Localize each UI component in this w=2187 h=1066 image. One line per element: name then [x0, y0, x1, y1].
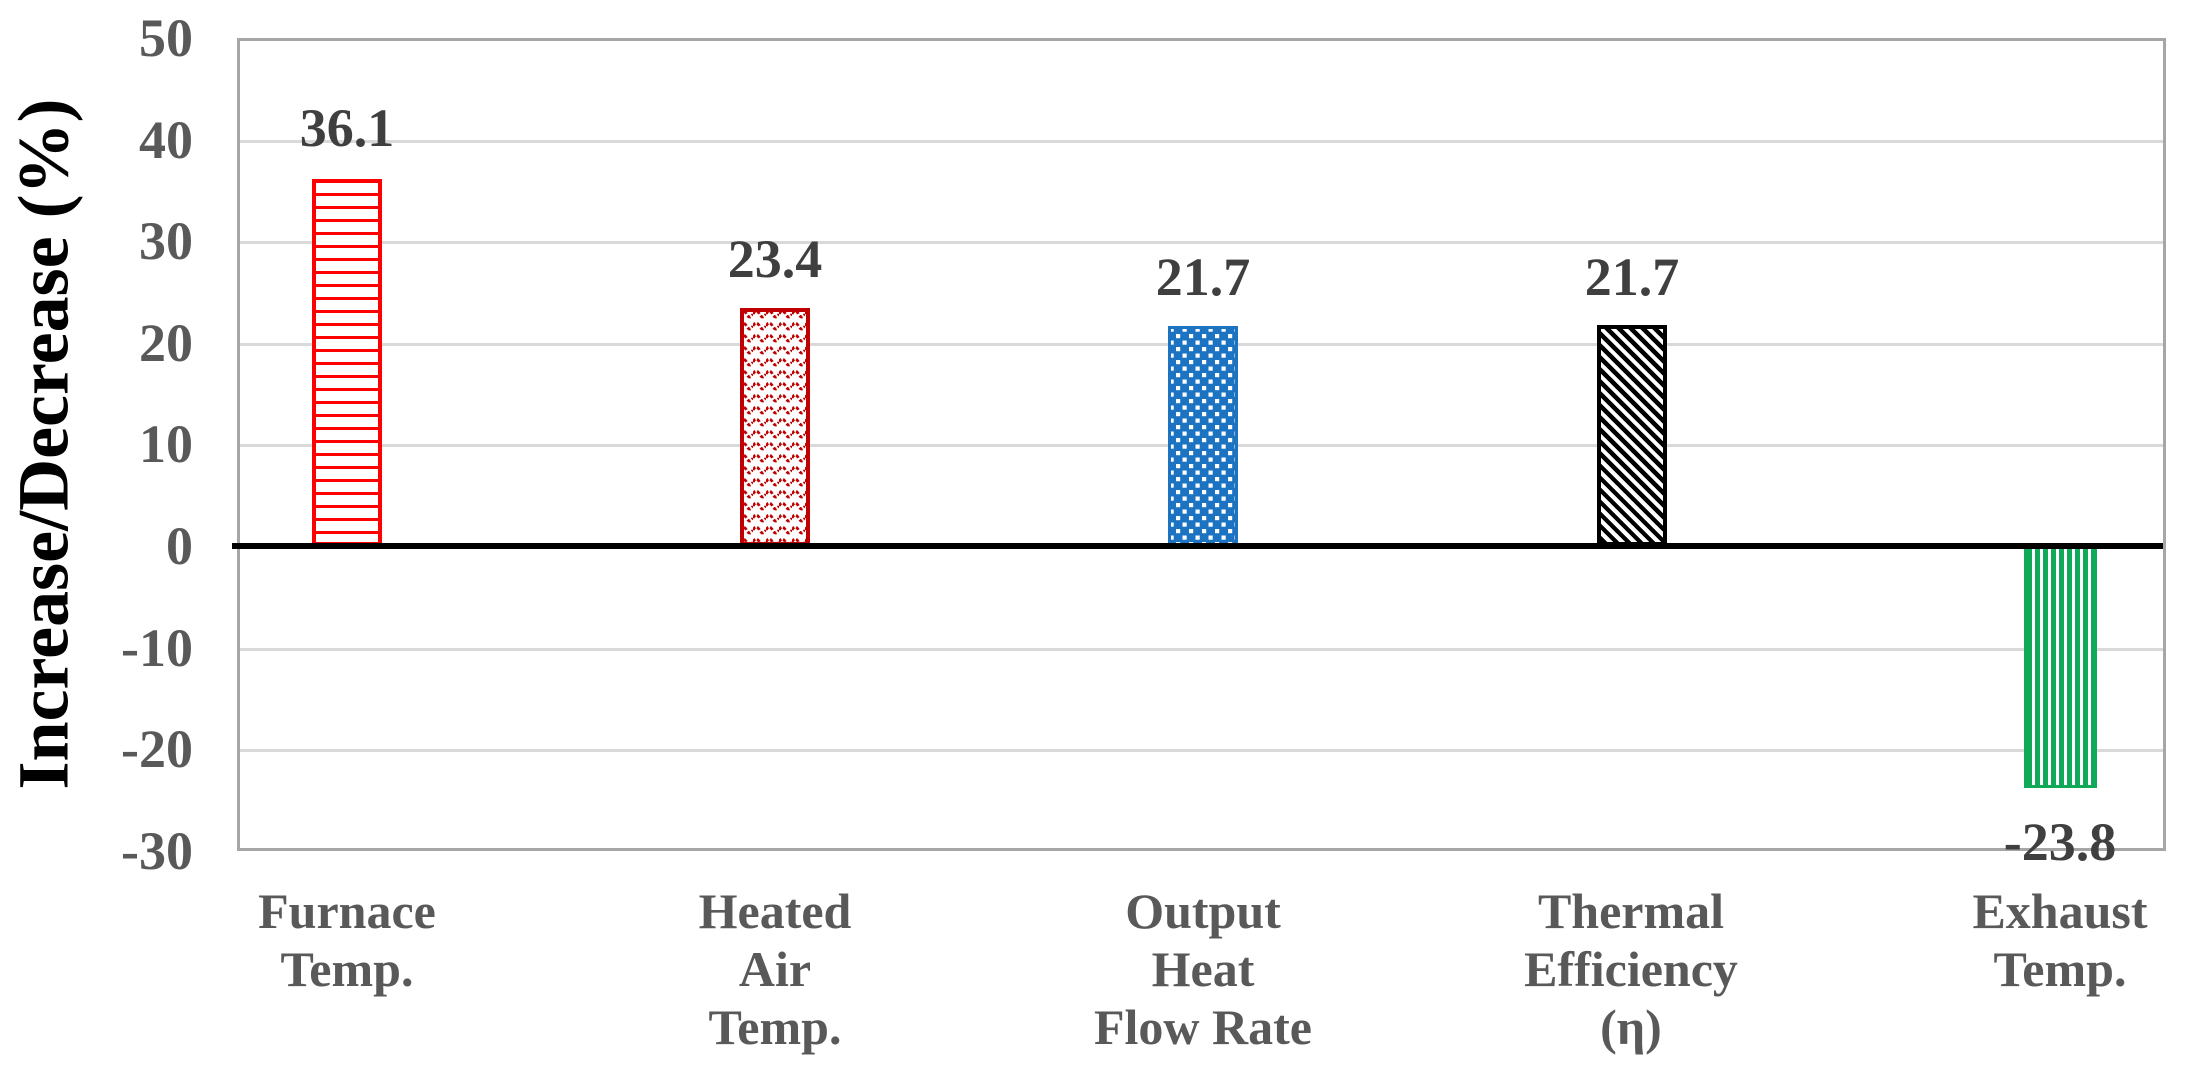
category-label-output-heat-flow-rate: Output Heat Flow Rate: [1094, 883, 1312, 1055]
value-label-thermal-efficiency: 21.7: [1584, 247, 1680, 307]
value-label-furnace: 36.1: [299, 98, 395, 158]
gridline-40: [240, 140, 2163, 143]
y-tick-neg10: -10: [121, 618, 193, 678]
category-label-exhaust-temp: Exhaust Temp.: [1972, 883, 2148, 997]
y-tick-10: 10: [139, 414, 193, 474]
y-tick-40: 40: [139, 110, 193, 170]
y-tick-neg30: -30: [121, 821, 193, 881]
value-label-heated-air: 23.4: [727, 229, 823, 289]
y-tick-30: 30: [139, 211, 193, 271]
value-label-exhaust: -23.8: [2003, 812, 2117, 872]
category-label-heated-air-temp: Heated Air Temp.: [698, 883, 852, 1055]
bar-furnace-temp: [312, 179, 382, 546]
y-tick-neg20: -20: [121, 719, 193, 779]
category-label-furnace-temp: Furnace Temp.: [258, 883, 436, 997]
plot-area: 36.1 23.4 21.7 21.7 -23.8: [232, 38, 2166, 872]
gridline-30: [240, 241, 2163, 244]
bar-exhaust-temp: [2024, 546, 2097, 788]
category-label-thermal-efficiency: Thermal Efficiency (η): [1524, 883, 1738, 1055]
bar-output-heat-flow-rate: [1168, 326, 1238, 546]
y-tick-20: 20: [139, 313, 193, 373]
y-tick-50: 50: [139, 8, 193, 68]
bar-thermal-efficiency: [1597, 325, 1667, 546]
value-label-output-heat: 21.7: [1155, 247, 1251, 307]
y-tick-0: 0: [166, 516, 193, 576]
gridline-neg20: [240, 749, 2163, 752]
gridline-neg10: [240, 648, 2163, 651]
zero-axis-line: [232, 543, 2163, 549]
bar-heated-air-temp: [740, 308, 810, 546]
